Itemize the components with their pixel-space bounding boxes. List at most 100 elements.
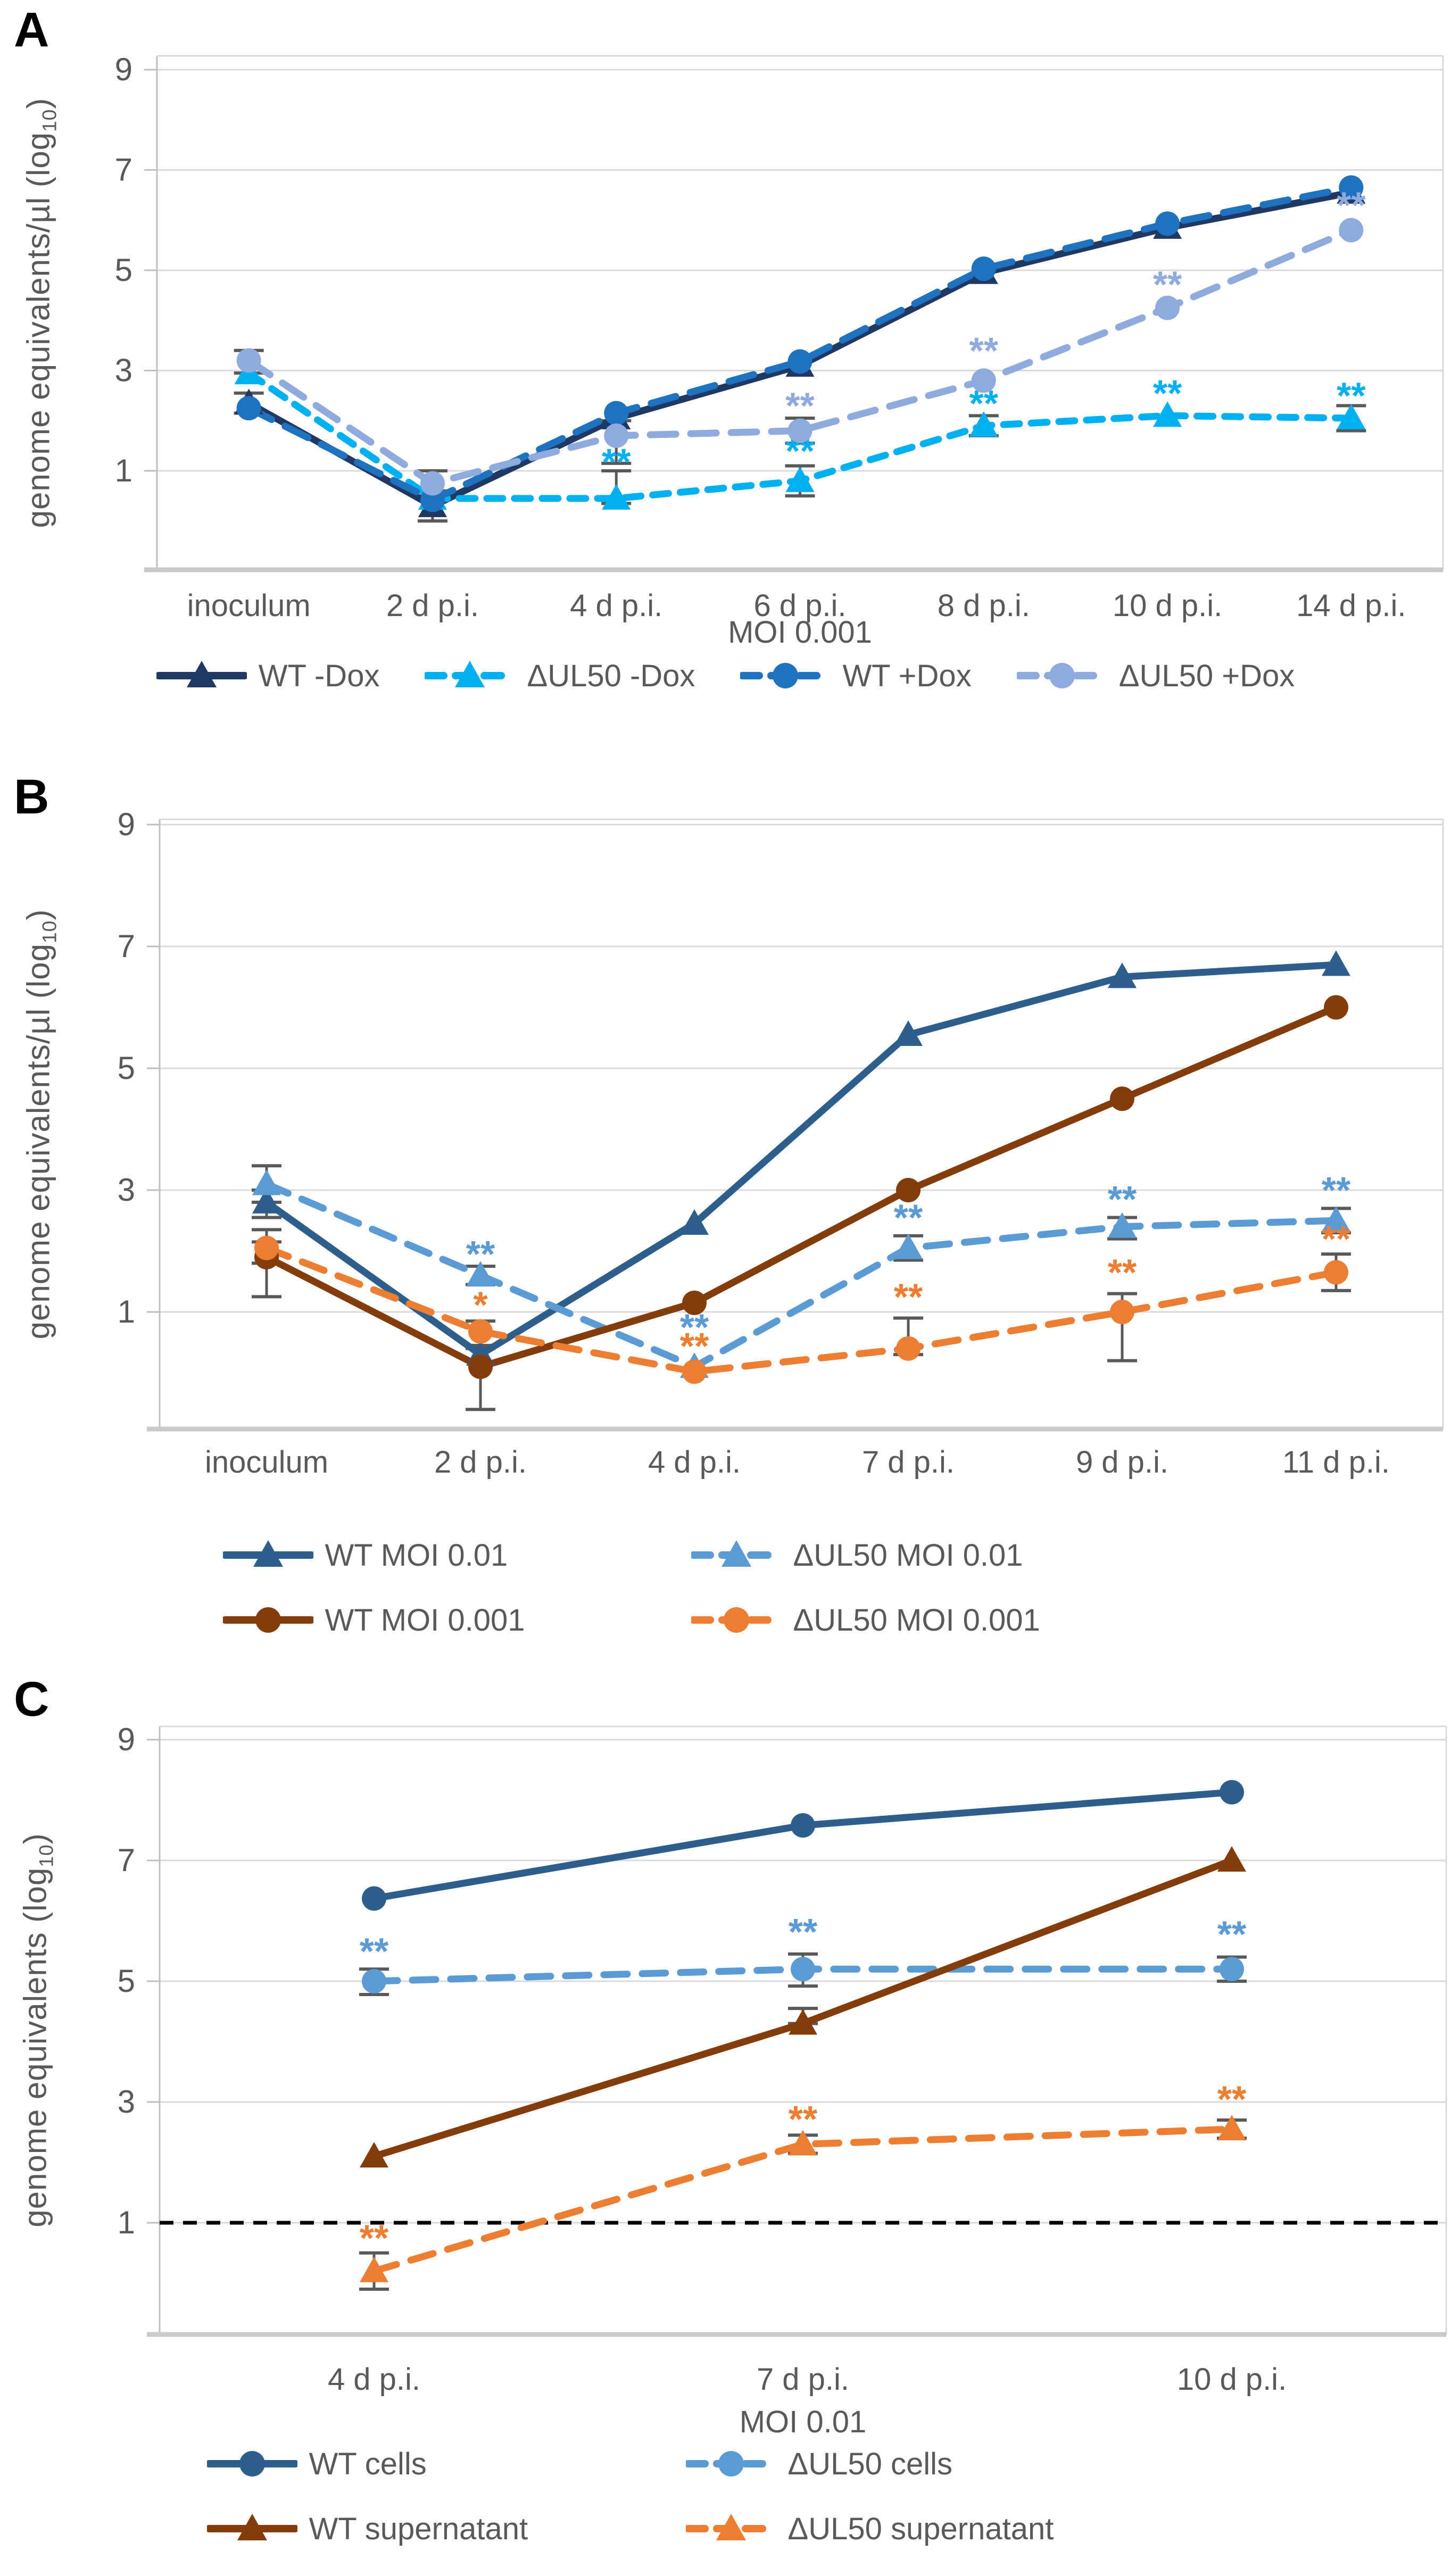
legend-item-wt-moi-0-001: WT MOI 0.001 <box>222 1601 691 1639</box>
data-point-triangle <box>789 2130 817 2156</box>
legend-marker-triangle-icon <box>206 2514 297 2540</box>
significance-marker: ** <box>1108 1252 1137 1293</box>
series-markers-WT +Dox <box>236 175 1364 512</box>
legend-label: WT -Dox <box>258 658 380 693</box>
significance-marker: ** <box>785 385 815 426</box>
data-point-triangle <box>1108 962 1137 988</box>
data-point-circle <box>1049 663 1075 688</box>
data-point-triangle <box>466 1261 495 1287</box>
y-tick-label: 7 <box>115 152 132 188</box>
data-point-circle <box>362 1969 386 1993</box>
data-point-circle <box>787 349 812 374</box>
data-point-triangle <box>253 1540 283 1567</box>
data-point-triangle <box>602 484 631 510</box>
x-tick-label: 8 d p.i. <box>938 588 1030 623</box>
x-axis-title: MOI 0.001 <box>728 615 872 646</box>
data-point-triangle <box>716 2514 746 2540</box>
legend-marker-triangle-icon <box>222 1540 313 1567</box>
data-point-triangle <box>969 411 998 437</box>
error-bars <box>252 1164 1351 1411</box>
data-point-triangle <box>1217 1846 1246 1872</box>
legend-item-wt-supernatant: WT supernatant <box>206 2510 686 2547</box>
data-point-circle <box>254 1235 279 1260</box>
y-tick-label: 1 <box>118 2205 135 2240</box>
legend-marker-triangle-icon <box>685 2514 776 2540</box>
data-point-circle <box>468 1319 493 1344</box>
data-point-circle <box>1324 995 1348 1020</box>
y-tick-label: 7 <box>118 1842 135 1878</box>
legend-item--ul50-dox: ΔUL50 +Dox <box>1016 657 1295 694</box>
y-tick-label: 3 <box>118 1172 135 1208</box>
data-point-circle <box>604 423 629 448</box>
panel-a-legend: WT -Dox ΔUL50 -Dox WT +Dox ΔUL50 +Dox <box>0 650 1451 701</box>
data-point-triangle <box>360 2142 388 2168</box>
significance-marker: ** <box>1153 263 1182 305</box>
data-point-triangle <box>1322 1206 1350 1232</box>
data-point-triangle <box>1153 401 1182 427</box>
data-point-circle <box>791 1813 815 1838</box>
series-markers-WT MOI 0.001 <box>254 995 1348 1380</box>
series-markers-WT supernatant <box>360 1846 1246 2168</box>
panel-b-legend: WT MOI 0.01 ΔUL50 MOI 0.01 WT MOI 0.001 ΔUL… <box>0 1536 1451 1666</box>
significance-marker: ** <box>789 1911 818 1952</box>
data-point-circle <box>971 256 996 281</box>
x-tick-label: inoculum <box>205 1445 328 1480</box>
gridlines: 9 7 5 3 1 <box>118 1722 1447 2337</box>
data-point-circle <box>682 1290 707 1315</box>
significance-marker: ** <box>1322 1169 1351 1211</box>
x-axis-labels: inoculum 2 d p.i. 4 d p.i. 6 d p.i. 8 d p.i.… <box>187 588 1406 646</box>
significance-marker: ** <box>360 1930 389 1972</box>
legend-item-wt-moi-0-01: WT MOI 0.01 <box>222 1536 691 1574</box>
panel-c-label: C <box>14 1672 49 1726</box>
data-point-circle <box>1220 1780 1244 1805</box>
legend-label: ΔUL50 MOI 0.001 <box>793 1602 1040 1638</box>
data-point-circle <box>1155 211 1180 236</box>
x-tick-label: 7 d p.i. <box>757 2362 849 2397</box>
series-markers-ΔUL50 cells: ** ** ** <box>360 1911 1247 1993</box>
data-point-circle <box>468 1355 493 1380</box>
data-point-triangle <box>455 661 485 687</box>
data-point-circle <box>1110 1086 1134 1111</box>
series-markers-WT cells <box>362 1780 1244 1911</box>
legend-label: ΔUL50 cells <box>787 2446 953 2481</box>
x-tick-label: 14 d p.i. <box>1296 588 1406 623</box>
gridlines: 9 7 5 3 1 <box>115 52 1444 572</box>
legend-label: ΔUL50 supernatant <box>787 2511 1054 2546</box>
data-point-circle <box>1339 175 1364 200</box>
panel-b-chart: 9 7 5 3 1 inoculum 2 d p.i. 4 d p.i. 7 d p.i. 9 d… <box>118 807 1444 1480</box>
legend-item-wt-cells: WT cells <box>206 2445 686 2482</box>
x-tick-label: 9 d p.i. <box>1076 1445 1168 1480</box>
legend-label: ΔUL50 MOI 0.01 <box>793 1538 1023 1573</box>
legend-item--ul50-cells: ΔUL50 cells <box>685 2445 1245 2482</box>
x-tick-label: 11 d p.i. <box>1282 1445 1390 1480</box>
significance-marker: ** <box>1337 375 1366 417</box>
y-tick-label: 5 <box>115 252 132 288</box>
significance-marker: ** <box>360 2217 389 2258</box>
legend-marker-circle-icon <box>1016 663 1107 688</box>
data-point-circle <box>604 401 629 426</box>
significance-marker: ** <box>1217 1913 1247 1955</box>
legend-label: WT +Dox <box>842 658 972 693</box>
significance-marker: ** <box>1217 2078 1247 2120</box>
data-point-circle <box>420 471 445 496</box>
data-point-circle <box>1324 1260 1348 1285</box>
legend-item-wt-dox: WT -Dox <box>156 657 380 694</box>
data-point-circle <box>723 1607 749 1633</box>
significance-marker: ** <box>1153 372 1182 414</box>
legend-label: ΔUL50 +Dox <box>1118 658 1295 693</box>
data-point-circle <box>896 1178 921 1202</box>
legend-item-wt-dox: WT +Dox <box>740 657 972 694</box>
y-tick-label: 3 <box>115 353 132 388</box>
series-line-WT MOI 0.001 <box>263 1004 1340 1370</box>
series-markers-ΔUL50 MOI 0.01: ** ** ** ** ** <box>252 1169 1351 1378</box>
legend-item--ul50-supernatant: ΔUL50 supernatant <box>685 2510 1245 2547</box>
panel-b-label: B <box>14 770 49 824</box>
significance-marker: ** <box>1337 184 1366 226</box>
data-point-circle <box>1155 295 1180 320</box>
legend-label: WT supernatant <box>309 2511 528 2546</box>
legend-row: WT supernatant ΔUL50 supernatant <box>206 2510 1245 2547</box>
legend-marker-circle-icon <box>740 663 831 688</box>
x-tick-label: 6 d p.i. <box>753 588 846 623</box>
data-point-triangle <box>789 2009 817 2035</box>
